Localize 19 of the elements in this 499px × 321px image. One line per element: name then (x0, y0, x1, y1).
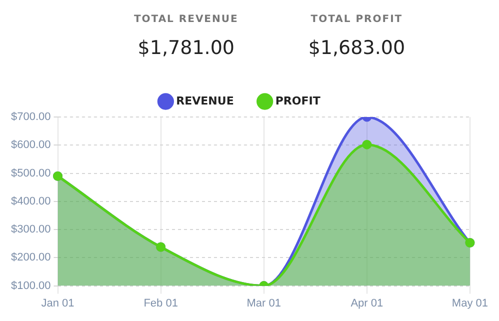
text: $1,683.00 (308, 37, 406, 59)
y-tick-label: $300.00 (10, 224, 51, 236)
x-tick-label: Apr 01 (350, 297, 384, 310)
x-tick-label: Feb 01 (144, 297, 178, 310)
legend-label: PROFIT (275, 94, 321, 108)
point (362, 140, 372, 150)
text: $1,781.00 (136, 37, 236, 59)
text: TOTAL PROFIT (310, 14, 404, 25)
y-tick-label: $400.00 (10, 195, 51, 208)
y-tick-label: $700.00 (10, 111, 51, 124)
x-tick-label: May 01 (452, 297, 488, 310)
y-tick-label: $600.00 (10, 139, 51, 152)
y-tick-label: $100.00 (10, 280, 51, 292)
y-tick-label: $200.00 (10, 252, 51, 264)
text: TOTAL REVENUE (134, 14, 238, 25)
legend-label: REVENUE (176, 94, 234, 108)
x-tick-label: Jan 01 (41, 297, 74, 310)
y-tick-label: $500.00 (10, 167, 51, 180)
x-tick-label: Mar 01 (246, 297, 281, 310)
